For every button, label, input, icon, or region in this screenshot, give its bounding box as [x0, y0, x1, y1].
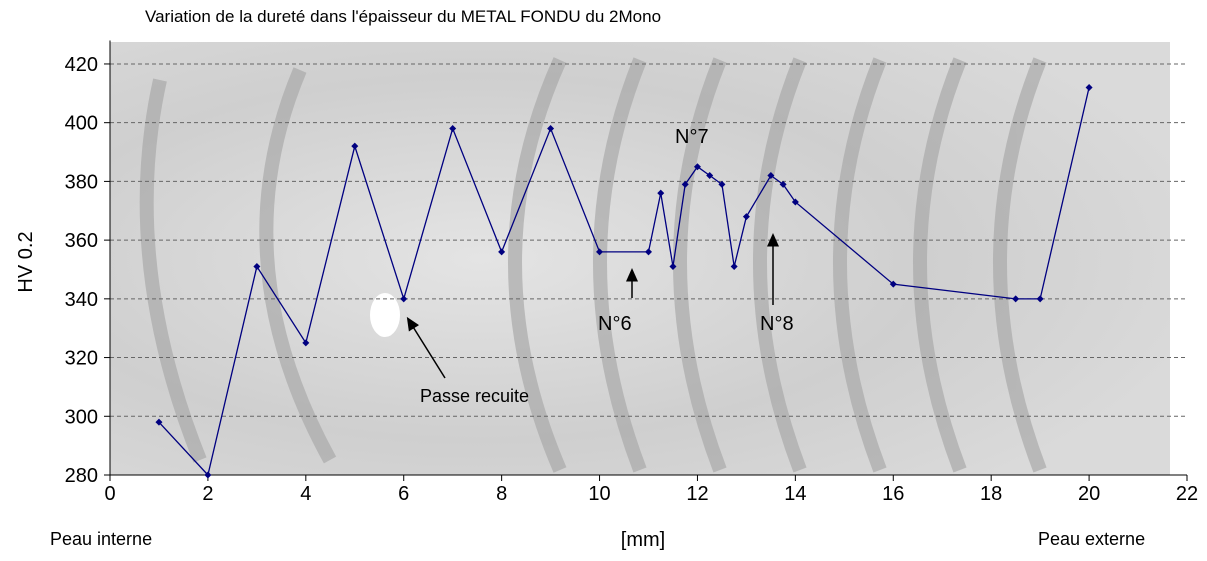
x-tick-label: 16 — [882, 483, 904, 505]
data-point — [155, 418, 163, 426]
data-point — [1036, 295, 1044, 303]
x-axis-label: [mm] — [621, 529, 665, 551]
chart-title: Variation de la dureté dans l'épaisseur … — [145, 7, 661, 26]
y-tick-label: 300 — [65, 406, 98, 428]
y-tick-label: 400 — [65, 113, 98, 135]
x-tick-label: 20 — [1078, 483, 1100, 505]
x-end-label: Peau interne — [50, 529, 152, 549]
x-tick-label: 2 — [202, 483, 213, 505]
data-point — [449, 125, 457, 133]
data-point — [767, 172, 775, 180]
y-tick-label: 360 — [65, 230, 98, 252]
data-point — [498, 248, 506, 256]
background-micrograph — [110, 42, 1170, 475]
data-point — [889, 280, 897, 288]
y-tick-label: 320 — [65, 348, 98, 370]
data-point — [657, 189, 665, 197]
data-point — [1085, 83, 1093, 91]
x-tick-label: 14 — [784, 483, 806, 505]
data-point — [253, 263, 261, 271]
data-point — [351, 142, 359, 150]
y-tick-label: 380 — [65, 171, 98, 193]
x-end-label: Peau externe — [1038, 529, 1145, 549]
data-point — [742, 213, 750, 221]
data-point — [1012, 295, 1020, 303]
x-tick-label: 4 — [300, 483, 311, 505]
data-point — [791, 198, 799, 206]
x-tick-label: 18 — [980, 483, 1002, 505]
data-point — [302, 339, 310, 347]
data-point — [547, 125, 555, 133]
data-point — [669, 263, 677, 271]
x-tick-label: 12 — [686, 483, 708, 505]
y-tick-label: 420 — [65, 54, 98, 76]
x-tick-label: 10 — [588, 483, 610, 505]
data-point — [400, 295, 408, 303]
annotation: N°8 — [760, 313, 794, 335]
data-point — [718, 180, 726, 188]
annotation-arrows — [406, 233, 779, 379]
data-point — [645, 248, 652, 256]
x-tick-label: 6 — [398, 483, 409, 505]
data-point — [706, 172, 714, 180]
x-tick-label: 0 — [104, 483, 115, 505]
data-point — [730, 263, 738, 271]
x-tick-label: 22 — [1176, 483, 1198, 505]
data-point — [779, 180, 787, 188]
y-tick-label: 340 — [65, 289, 98, 311]
data-line — [158, 87, 1090, 477]
data-point — [693, 163, 701, 171]
annotation: N°6 — [598, 313, 632, 335]
x-tick-label: 8 — [496, 483, 507, 505]
data-point — [681, 180, 689, 188]
annotation: N°7 — [675, 126, 709, 148]
annotation: Passe recuite — [420, 386, 529, 406]
data-point — [204, 471, 212, 479]
data-point — [596, 248, 604, 256]
y-axis-label: HV 0.2 — [15, 231, 37, 292]
y-tick-label: 280 — [65, 465, 98, 487]
